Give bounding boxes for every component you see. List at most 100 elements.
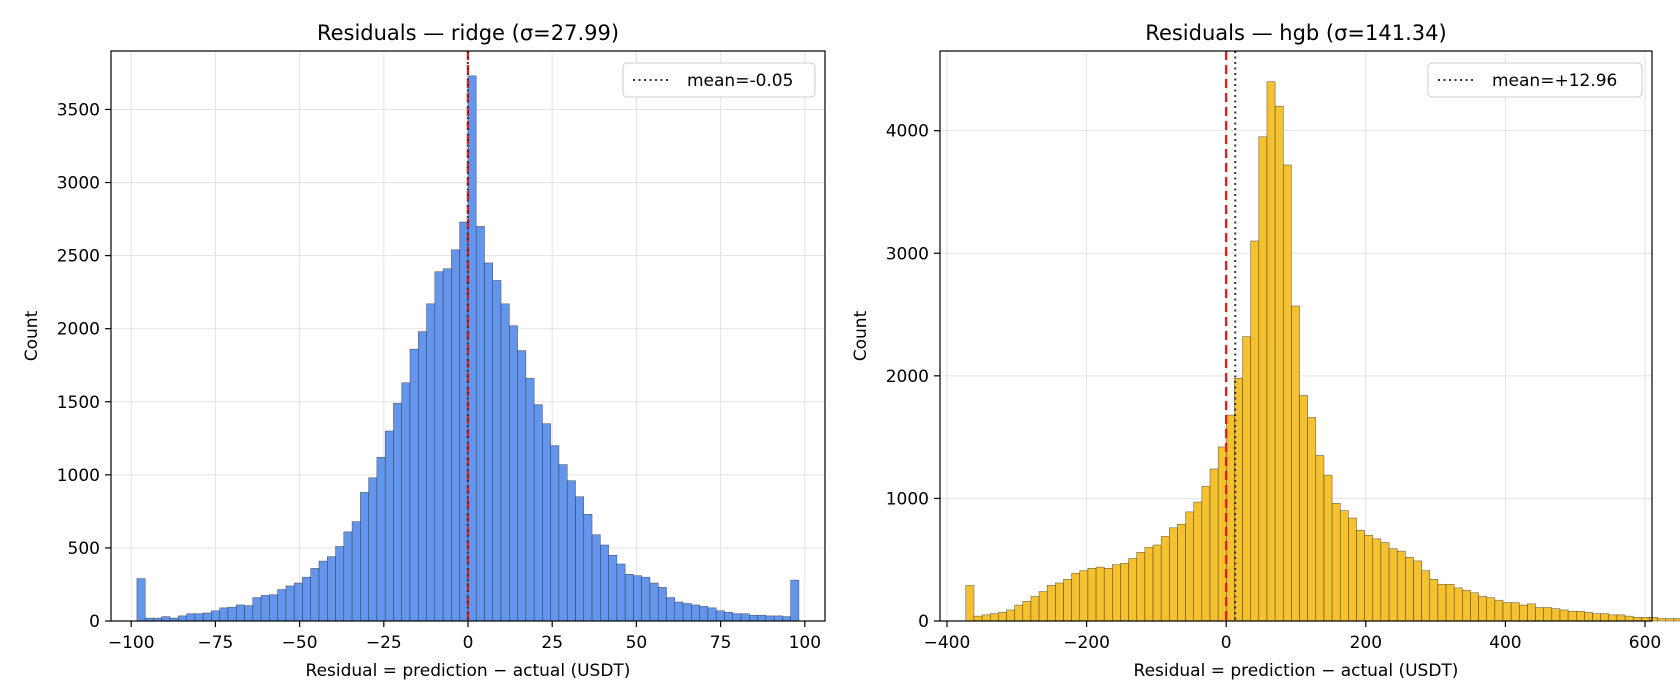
histogram-bar: [765, 615, 775, 622]
histogram-bar: [749, 614, 758, 622]
histogram-bar: [1348, 517, 1357, 622]
histogram-bar: [1364, 534, 1374, 622]
histogram-bar: [401, 382, 411, 622]
histogram-bar: [973, 615, 983, 622]
histogram-bar: [1388, 548, 1398, 622]
histogram-bar: [293, 582, 303, 622]
histogram-bar: [202, 612, 212, 622]
histogram-bar: [1429, 579, 1439, 622]
ticks-ridge: −100 −75 −50 −25 0 25 50 75 10005001000150020002…: [57, 100, 821, 653]
histogram-bar: [376, 457, 386, 622]
histogram-bar: [219, 607, 229, 622]
histogram-bar: [1120, 563, 1129, 622]
histogram-bar: [525, 378, 535, 622]
histogram-bar: [1250, 240, 1260, 622]
histogram-bar: [285, 585, 295, 622]
histogram-bar: [1006, 609, 1015, 622]
histogram-bar: [1095, 566, 1105, 622]
histogram-bar: [1576, 610, 1585, 622]
histogram-bar: [633, 575, 642, 622]
histogram-bar: [658, 587, 667, 622]
histogram-bar: [1567, 610, 1577, 622]
histogram-bar: [1600, 613, 1610, 622]
histogram-bar: [260, 595, 270, 622]
histogram-bar: [161, 616, 171, 622]
histogram-bar: [773, 615, 783, 622]
y-tick-label: 3500: [57, 100, 100, 120]
axes-frame-ridge: [110, 50, 826, 622]
histogram-bar: [517, 350, 527, 622]
legend-mean-label: mean=+12.96: [1492, 71, 1617, 91]
y-tick-label: 2500: [57, 247, 100, 267]
histogram-bar: [1242, 336, 1251, 622]
histogram-bar: [178, 615, 187, 622]
x-tick-label: 200: [1350, 633, 1382, 653]
histogram-bar: [1144, 547, 1154, 622]
histogram-bar: [1274, 105, 1284, 622]
y-tick-label: 500: [68, 539, 100, 559]
histogram-bar: [1657, 618, 1667, 622]
histogram-bar: [1315, 455, 1325, 622]
histogram-bar: [724, 611, 733, 622]
y-tick-label: 1000: [57, 466, 100, 486]
histogram-bar: [1665, 618, 1675, 622]
legend-hgb[interactable]: mean=+12.96: [1427, 62, 1643, 98]
histogram-bar: [509, 325, 518, 622]
histogram-bar: [227, 606, 237, 622]
histogram-bar: [1519, 604, 1528, 622]
histogram-bar: [1226, 414, 1235, 622]
histogram-bar: [1405, 557, 1414, 622]
histogram-bar: [1193, 501, 1203, 622]
histogram-bar: [1396, 550, 1406, 622]
x-tick-label: 75: [710, 633, 732, 653]
histogram-bar: [302, 576, 311, 622]
legend-ridge[interactable]: mean=-0.05: [622, 62, 816, 98]
histogram-bar: [1543, 607, 1553, 622]
histogram-bar: [1160, 536, 1170, 622]
histogram-bar: [1559, 609, 1569, 622]
histogram-bar: [1453, 587, 1463, 622]
histogram-bar: [608, 554, 618, 622]
histogram-bar: [368, 477, 378, 622]
histogram-bar: [1201, 485, 1211, 622]
x-tick-label: 50: [626, 633, 648, 653]
histogram-bar: [591, 534, 601, 622]
histogram-bar: [475, 226, 485, 622]
x-tick-label: −400: [924, 633, 971, 653]
histogram-bar: [1152, 544, 1162, 622]
histogram-bar: [1584, 612, 1593, 622]
histogram-bar: [492, 280, 502, 622]
histogram-bar: [1014, 604, 1024, 622]
histogram-bar: [1535, 607, 1544, 622]
histogram-bar: [566, 480, 576, 622]
x-tick-label: −200: [1063, 633, 1110, 653]
bars-ridge: [136, 75, 800, 622]
histogram-bar: [1266, 81, 1276, 622]
histogram-bar: [790, 579, 800, 622]
x-tick-label: 400: [1489, 633, 1521, 653]
histogram-bar: [269, 594, 278, 622]
histogram-bar: [194, 613, 204, 622]
histogram-bar: [1462, 590, 1471, 622]
histogram-bar: [1323, 474, 1333, 622]
bars-hgb: [965, 81, 1680, 622]
histogram-bar: [699, 606, 709, 622]
x-tick-label: −50: [282, 633, 318, 653]
histogram-bar: [782, 616, 791, 622]
histogram-bar: [1079, 570, 1089, 622]
histogram-bar: [1055, 582, 1064, 622]
histogram-bar: [542, 423, 551, 622]
histogram-bar: [649, 582, 659, 622]
histogram-bar: [1510, 602, 1520, 622]
histogram-bar: [1283, 164, 1292, 622]
histogram-bar: [1592, 613, 1601, 622]
histogram-bar: [732, 613, 742, 622]
histogram-bar: [235, 604, 245, 622]
histogram-bar: [533, 404, 543, 622]
histogram-bar: [1209, 468, 1219, 622]
histogram-bar: [1624, 615, 1634, 622]
histogram-bar: [1128, 558, 1137, 622]
ticks-hgb: −400 −200 0 200 400 600 0 1000 2000 3000 4000: [886, 122, 1662, 653]
histogram-bar: [1551, 608, 1561, 622]
legend-box: [1427, 62, 1643, 98]
